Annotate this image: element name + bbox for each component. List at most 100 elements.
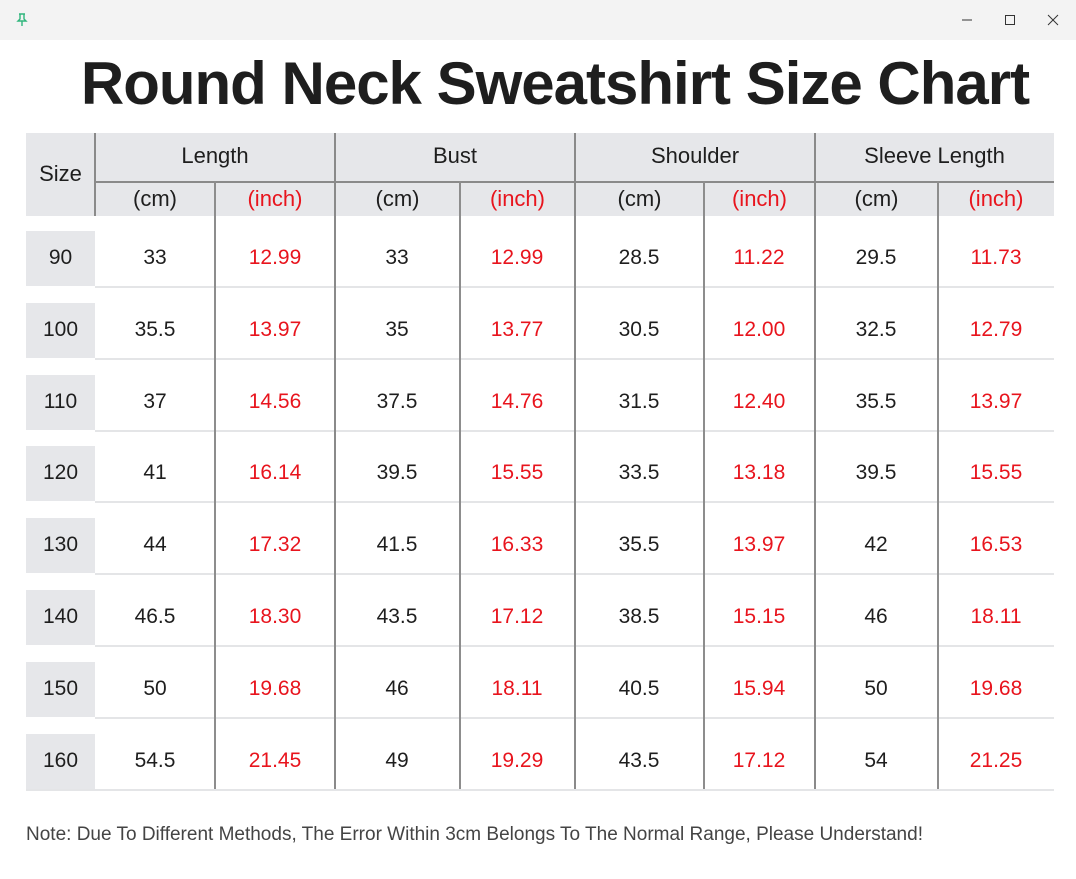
size-cell: 110 xyxy=(26,374,95,430)
cm-value-cell: 41 xyxy=(143,461,167,485)
inch-value-cell: 21.45 xyxy=(248,748,302,772)
header-sleeve-length-label: Sleeve Length xyxy=(864,143,1005,168)
unit-header-inch: (inch) xyxy=(938,181,1054,216)
unit-header-cm: (cm) xyxy=(815,181,938,216)
cm-value-cell: 41.5 xyxy=(376,533,418,557)
unit-header-inch: (inch) xyxy=(704,181,815,216)
header-shoulder-label: Shoulder xyxy=(650,143,740,168)
cm-value-cell: 35.5 xyxy=(618,533,660,557)
inch-value-cell: 16.33 xyxy=(490,533,544,557)
header-shoulder: Shoulder xyxy=(575,133,815,181)
column-divider xyxy=(937,181,939,791)
inch-value-cell: 12.00 xyxy=(732,317,786,341)
inch-value-cell: 12.40 xyxy=(732,389,786,413)
cm-value-cell: 37.5 xyxy=(376,389,418,413)
inch-value-cell: 19.29 xyxy=(490,748,544,772)
cm-value-cell: 42 xyxy=(864,533,888,557)
inch-value-cell: 15.94 xyxy=(732,676,786,700)
size-cell: 120 xyxy=(26,446,95,502)
column-divider xyxy=(703,181,705,791)
minimize-button[interactable] xyxy=(952,6,982,34)
inch-value-cell: 13.77 xyxy=(490,317,544,341)
cm-value-cell: 33.5 xyxy=(618,461,660,485)
inch-value-cell: 12.99 xyxy=(248,246,302,269)
unit-label: (cm) xyxy=(375,186,420,211)
size-value: 110 xyxy=(43,389,78,413)
size-header: Size xyxy=(26,133,95,216)
column-divider xyxy=(94,133,96,216)
inch-value-cell: 13.97 xyxy=(969,389,1023,413)
size-value: 150 xyxy=(42,676,79,700)
inch-value-cell: 16.14 xyxy=(248,461,302,485)
cm-value-cell: 46.5 xyxy=(134,605,176,628)
inch-value-cell: 11.22 xyxy=(733,246,785,269)
cm-value-cell: 35.5 xyxy=(134,317,176,341)
size-value: 130 xyxy=(42,533,79,557)
table-row: 140 46.5 18.30 43.5 17.12 38.5 15.15 46 18.11 xyxy=(26,590,1054,647)
inch-value-cell: 12.99 xyxy=(490,246,544,269)
inch-value-cell: 12.79 xyxy=(969,317,1023,341)
inch-value-cell: 17.12 xyxy=(490,605,544,628)
maximize-icon xyxy=(1005,15,1015,25)
unit-header-inch: (inch) xyxy=(215,181,335,216)
inch-value-cell: 13.97 xyxy=(248,317,302,341)
header-length-label: Length xyxy=(181,143,249,168)
cm-value-cell: 37 xyxy=(143,389,167,413)
unit-label: (cm) xyxy=(133,186,177,211)
inch-value-cell: 11.73 xyxy=(970,246,1022,269)
cm-value-cell: 43.5 xyxy=(618,748,660,772)
size-value: 140 xyxy=(42,605,79,628)
size-header-label: Size xyxy=(39,161,82,186)
size-value: 160 xyxy=(42,748,79,772)
inch-value-cell: 15.55 xyxy=(969,461,1023,485)
inch-value-cell: 18.11 xyxy=(491,676,543,700)
cm-value-cell: 33 xyxy=(143,246,167,269)
inch-value-cell: 19.68 xyxy=(969,676,1023,700)
unit-label: (inch) xyxy=(489,186,545,211)
cm-value-cell: 29.5 xyxy=(855,246,897,269)
inch-value-cell: 15.15 xyxy=(732,605,786,628)
inch-value-cell: 18.30 xyxy=(248,605,302,628)
column-divider xyxy=(814,133,816,791)
column-divider xyxy=(334,133,336,791)
cm-value-cell: 35 xyxy=(385,317,409,341)
cm-value-cell: 33 xyxy=(385,246,409,269)
inch-value-cell: 14.56 xyxy=(248,389,302,413)
unit-label: (inch) xyxy=(247,186,303,211)
unit-header-cm: (cm) xyxy=(335,181,460,216)
size-cell: 90 xyxy=(26,231,95,286)
inch-value-cell: 15.55 xyxy=(490,461,544,485)
cm-value-cell: 46 xyxy=(864,605,888,628)
close-button[interactable] xyxy=(1038,6,1068,34)
table-row: 120 41 16.14 39.5 15.55 33.5 13.18 39.5 15.55 xyxy=(26,446,1054,504)
inch-value-cell: 17.32 xyxy=(248,533,302,557)
inch-value-cell: 18.11 xyxy=(970,605,1022,628)
unit-label: (inch) xyxy=(731,186,787,211)
table-row: 110 37 14.56 37.5 14.76 31.5 12.40 35.5 13.97 xyxy=(26,374,1054,432)
table-row: 90 33 12.99 33 12.99 28.5 11.22 29.5 11.73 xyxy=(26,231,1054,288)
table-row: 150 50 19.68 46 18.11 40.5 15.94 50 19.68 xyxy=(26,661,1054,719)
size-value: 120 xyxy=(42,461,79,485)
cm-value-cell: 49 xyxy=(385,748,409,772)
inch-value-cell: 19.68 xyxy=(248,676,302,700)
inch-value-cell: 14.76 xyxy=(490,389,544,413)
pin-icon[interactable] xyxy=(14,12,30,28)
size-cell: 150 xyxy=(26,661,95,717)
cm-value-cell: 39.5 xyxy=(376,461,418,485)
header-length: Length xyxy=(95,133,335,181)
unit-label: (cm) xyxy=(617,186,662,211)
cm-value-cell: 44 xyxy=(143,533,167,557)
cm-value-cell: 54 xyxy=(864,748,888,772)
cm-value-cell: 54.5 xyxy=(134,748,176,772)
column-divider xyxy=(459,181,461,791)
unit-label: (cm) xyxy=(854,186,899,211)
maximize-button[interactable] xyxy=(995,6,1025,34)
cm-value-cell: 50 xyxy=(143,676,167,700)
cm-value-cell: 39.5 xyxy=(855,461,897,485)
page-title: Round Neck Sweatshirt Size Chart xyxy=(80,50,1030,117)
unit-header-cm: (cm) xyxy=(575,181,704,216)
table-row: 160 54.5 21.45 49 19.29 43.5 17.12 54 21.25 xyxy=(26,733,1054,789)
cm-value-cell: 35.5 xyxy=(855,389,897,413)
close-icon xyxy=(1047,14,1059,26)
header-bust-label: Bust xyxy=(432,143,478,168)
